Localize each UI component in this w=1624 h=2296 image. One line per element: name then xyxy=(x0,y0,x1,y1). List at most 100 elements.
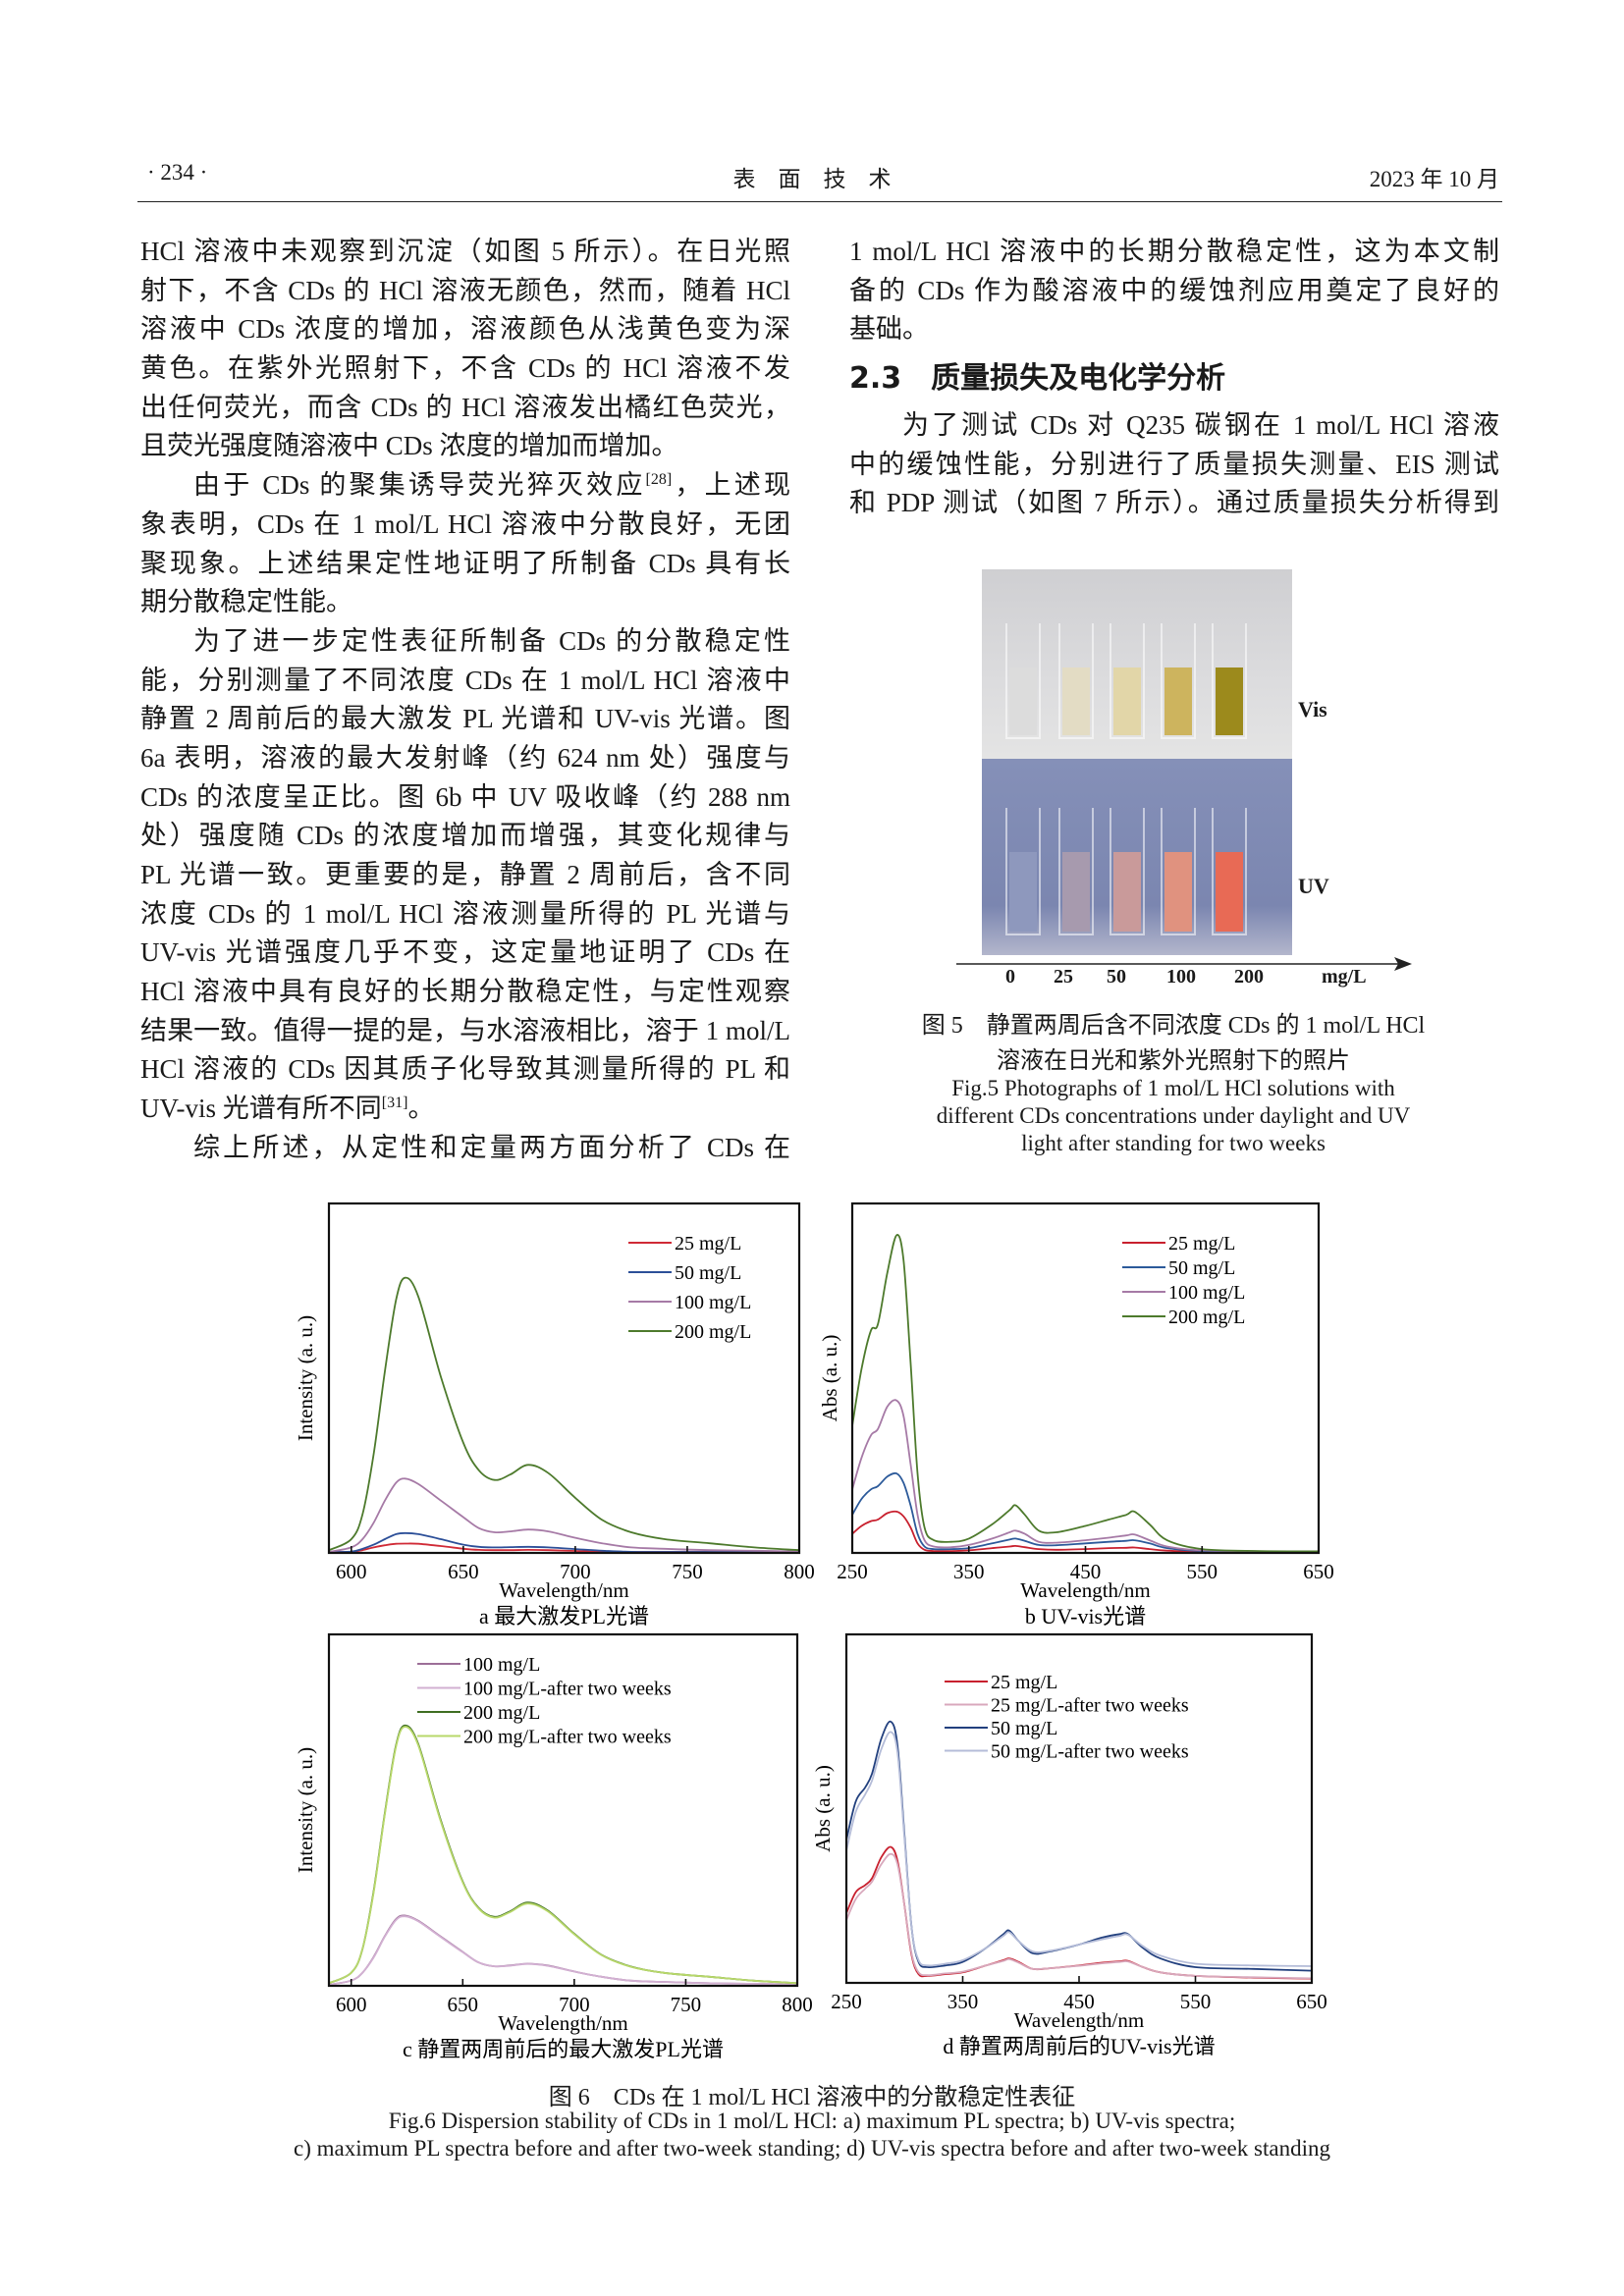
figure6-caption-cn: 图 6 CDs 在 1 mol/L HCl 溶液中的分散稳定性表征 xyxy=(548,2085,1076,2110)
text-span: UV-vis 光谱有所不同 xyxy=(140,1094,382,1124)
legend-label: 25 mg/L xyxy=(1168,1233,1235,1255)
solution xyxy=(1113,852,1141,932)
x-tick-label: 700 xyxy=(560,1560,591,1583)
x-tick-label: 450 xyxy=(1063,1990,1095,2013)
chart-d: 250 350 450 550 650 Wavelength/nm Abs (a. u.) d… xyxy=(811,1632,1327,2058)
text-line: 浓度 CDs 的 1 mol/L HCl 溶液测量所得的 PL 光谱与 xyxy=(140,898,790,929)
series-line xyxy=(328,1726,798,1985)
page-number: · 234 · xyxy=(147,160,208,185)
series-line xyxy=(328,1276,800,1552)
cuvette xyxy=(1110,623,1145,739)
x-tick-label: 350 xyxy=(947,1990,979,2013)
plot-frame xyxy=(327,1201,801,1555)
x-tick-label: 600 xyxy=(336,1993,367,2016)
x-tick-label: 750 xyxy=(671,1993,702,2016)
plot-frame xyxy=(327,1632,799,1988)
text-line: CDs 的浓度呈正比。图 6b 中 UV 吸收峰（约 288 nm xyxy=(140,781,790,812)
concentration-label: 0 xyxy=(1005,966,1015,988)
text-line: 射下，不含 CDs 的 HCl 溶液无颜色，然而，随着 HCl xyxy=(140,275,790,305)
x-tick-label: 600 xyxy=(336,1560,367,1583)
panel-caption: b UV-vis光谱 xyxy=(1025,1604,1146,1629)
concentration-arrow xyxy=(956,957,1412,971)
chart-a: 600 650 700 750 800 Wavelength/nm Intensity (a… xyxy=(294,1201,815,1629)
solution xyxy=(1216,667,1243,735)
figure5-caption-en-1: Fig.5 Photographs of 1 mol/L HCl solutio… xyxy=(951,1076,1395,1100)
series-line xyxy=(328,1915,798,1986)
concentration-label: 100 xyxy=(1166,966,1196,988)
uv-photo xyxy=(982,759,1292,955)
chart-c: 600 650 700 750 800 Wavelength/nm Intensity (a… xyxy=(294,1632,813,2061)
series-line xyxy=(851,1471,1320,1553)
legend-label: 200 mg/L xyxy=(463,1702,540,1724)
issue-date: 2023 年 10 月 xyxy=(1369,167,1499,191)
vis-label: Vis xyxy=(1298,697,1327,721)
legend-label: 50 mg/L xyxy=(991,1718,1057,1739)
x-tick-label: 800 xyxy=(784,1560,815,1583)
text-line: 期分散稳定性能。 xyxy=(140,587,352,617)
legend-label: 50 mg/L xyxy=(675,1262,741,1284)
solution xyxy=(1062,667,1090,735)
solution xyxy=(1164,667,1192,735)
cuvette xyxy=(1058,623,1094,739)
left-column-text: HCl 溶液中未观察到沉淀（如图 5 所示）。在日光照 射下，不含 CDs 的 H… xyxy=(140,233,790,1168)
text-line: HCl 溶液中未观察到沉淀（如图 5 所示）。在日光照 xyxy=(140,237,790,266)
figure6-caption-en-1: Fig.6 Dispersion stability of CDs in 1 m… xyxy=(388,2109,1236,2133)
figure5-caption-en-2: different CDs concentrations under dayli… xyxy=(936,1103,1411,1128)
figure6-caption-en-2: c) maximum PL spectra before and after t… xyxy=(294,2136,1330,2161)
series-line xyxy=(845,1731,1313,1967)
text-line: 黄色。在紫外光照射下，不含 CDs 的 HCl 溶液不发 xyxy=(140,353,790,384)
y-axis-label: Abs (a. u.) xyxy=(811,1765,835,1852)
text-line: UV-vis 光谱强度几乎不变，这定量地证明了 CDs 在 xyxy=(140,937,790,968)
legend-label: 25 mg/L xyxy=(675,1233,741,1255)
panel-caption: c 静置两周前后的最大激发PL光谱 xyxy=(403,2037,724,2061)
plot-frame xyxy=(844,1632,1314,1985)
legend-label: 50 mg/L-after two weeks xyxy=(991,1741,1189,1763)
section-heading: 2.3 质量损失及电化学分析 xyxy=(849,361,1226,397)
daylight-photo xyxy=(982,569,1292,759)
x-tick-label: 650 xyxy=(1303,1560,1334,1583)
text-line: 6a 表明，溶液的最大发射峰（约 624 nm 处）强度与 xyxy=(140,742,790,773)
x-tick-label: 450 xyxy=(1070,1560,1102,1583)
text-line: 处）强度随 CDs 的浓度增加而增强，其变化规律与 xyxy=(140,821,790,851)
x-tick-label: 650 xyxy=(448,1560,479,1583)
text-span: ，上述现 xyxy=(672,470,791,501)
x-tick-label: 700 xyxy=(559,1993,590,2016)
series-line xyxy=(851,1234,1320,1553)
legend-label: 25 mg/L xyxy=(991,1672,1057,1693)
chart-b: 250 350 450 550 650 Wavelength/nm Abs (a. u.) b… xyxy=(818,1201,1334,1629)
text-line: 为了测试 CDs 对 Q235 碳钢在 1 mol/L HCl 溶液 xyxy=(902,410,1499,441)
legend-label: 50 mg/L xyxy=(1168,1257,1235,1279)
solution xyxy=(1009,852,1037,932)
cuvette xyxy=(1161,808,1196,935)
solution xyxy=(1009,667,1037,735)
text-line: 综上所述，从定性和定量两方面分析了 CDs 在 xyxy=(193,1132,790,1162)
text-line: 静置 2 周前后的最大激发 PL 光谱和 UV-vis 光谱。图 xyxy=(140,704,790,734)
text-line: 且荧光强度随溶液中 CDs 浓度的增加而增加。 xyxy=(140,431,678,461)
x-tick-label: 650 xyxy=(1296,1990,1327,2013)
cuvette xyxy=(1005,623,1041,739)
concentration-label: 200 xyxy=(1234,966,1264,988)
legend-label: 200 mg/L-after two weeks xyxy=(463,1727,672,1748)
legend-label: 100 mg/L-after two weeks xyxy=(463,1679,672,1700)
text-line: UV-vis 光谱有所不同[31]。 xyxy=(140,1090,790,1129)
text-line: 基础。 xyxy=(849,314,929,345)
citation-superscript: [31] xyxy=(381,1095,408,1112)
legend-label: 200 mg/L xyxy=(1168,1307,1245,1328)
series-line xyxy=(851,1510,1319,1553)
figure5-caption-cn-1: 图 5 静置两周后含不同浓度 CDs 的 1 mol/L HCl xyxy=(921,1013,1426,1039)
x-axis-label: Wavelength/nm xyxy=(1014,2008,1144,2032)
text-line: 由于 CDs 的聚集诱导荧光猝灭效应[28]，上述现 xyxy=(140,466,790,506)
text-line: HCl 溶液中具有良好的长期分散稳定性，与定性观察 xyxy=(140,977,790,1007)
text-line: 溶液中 CDs 浓度的增加，溶液颜色从浅黄色变为深 xyxy=(140,314,790,345)
solution xyxy=(1216,852,1243,932)
x-axis-label: Wavelength/nm xyxy=(1020,1578,1150,1602)
series-line xyxy=(845,1852,1313,1980)
text-line: HCl 溶液的 CDs 因其质子化导致其测量所得的 PL 和 xyxy=(140,1054,790,1085)
x-axis-label: Wavelength/nm xyxy=(499,1578,628,1602)
figure5-caption-en-3: light after standing for two weeks xyxy=(1021,1131,1326,1155)
x-tick-label: 250 xyxy=(831,1990,862,2013)
cuvette xyxy=(1005,808,1041,935)
header-rule xyxy=(137,201,1502,202)
right-column-text: 1 mol/L HCl 溶液中的长期分散稳定性，这为本文制 备的 CDs 作为酸溶… xyxy=(849,233,1499,523)
solution xyxy=(1062,852,1090,932)
